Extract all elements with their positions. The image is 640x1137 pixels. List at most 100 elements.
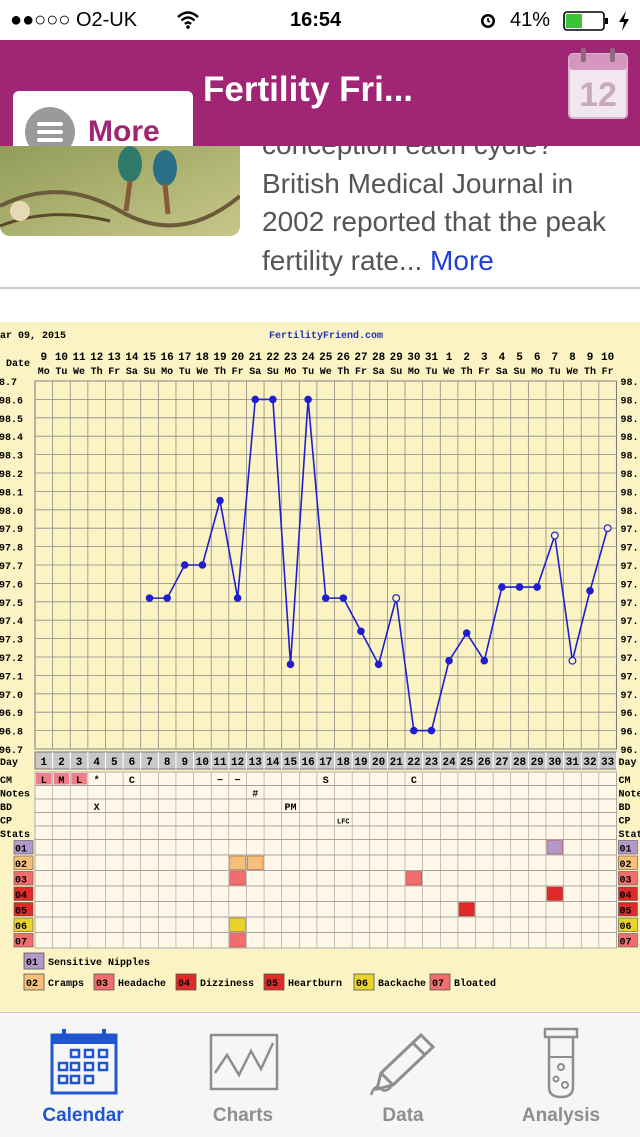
tab-data[interactable]: Data [323, 1013, 483, 1137]
temperature-point [550, 531, 559, 540]
article-line: British Medical Journal in [262, 167, 574, 199]
legend-swatch [429, 973, 451, 991]
stat-code-label: 05 [15, 907, 27, 918]
temperature-point [339, 594, 348, 602]
y-tick-label: 98.0 [0, 507, 23, 518]
date-label: 1 [446, 352, 453, 364]
bbt-chart[interactable]: ar 09, 2015 FertilityFriend.com Date 9 10 11 1… [0, 322, 640, 1012]
date-label: 30 [407, 352, 420, 364]
cell-cm: C [411, 776, 417, 787]
legend-label: Cramps [48, 979, 84, 990]
stat-code-swatch-right [618, 886, 638, 901]
legend-label: Bloated [454, 978, 496, 990]
temperature-point [445, 656, 453, 665]
legend-code: 01 [26, 958, 38, 969]
legend-code: 03 [96, 979, 108, 990]
tab-analysis[interactable]: Analysis [481, 1013, 640, 1137]
legend-swatch [23, 973, 45, 991]
calendar-today-button[interactable]: 12 [567, 46, 629, 122]
y-tick-label-right: 98. [620, 415, 638, 426]
date-label: 3 [481, 352, 488, 364]
y-tick-label-right: 97. [620, 636, 638, 647]
date-label: 26 [337, 352, 350, 364]
weekday-label: Mo [284, 367, 296, 378]
calendar-icon [50, 1029, 118, 1095]
wifi-icon [177, 11, 199, 29]
date-label: 24 [302, 352, 316, 364]
day-number: 31 [566, 757, 580, 769]
article-snippet[interactable]: conception each cycle? British Medical J… [0, 146, 640, 286]
stat-row [34, 901, 617, 918]
y-tick-label-right: 96. [620, 746, 638, 757]
temperature-point [603, 524, 612, 533]
weekday-label: Tu [55, 367, 67, 378]
stat-code-swatch-right [618, 933, 638, 948]
stat-row [34, 916, 617, 933]
date-label: 13 [108, 352, 122, 364]
legend-swatch [175, 973, 197, 991]
legend-label: Heartburn [288, 978, 342, 990]
date-label: 14 [125, 352, 139, 364]
stat-cell [229, 871, 246, 886]
battery-icon [563, 11, 608, 31]
cm-period-cell [71, 773, 87, 785]
stat-code-label-right: 04 [619, 891, 631, 902]
y-tick-label: 97.6 [0, 580, 23, 591]
y-tick-label-right: 97. [620, 580, 638, 591]
stat-code-swatch [13, 902, 34, 917]
date-label: 27 [354, 352, 367, 364]
calendar-day-icon [568, 48, 628, 119]
tab-calendar[interactable]: Calendar [3, 1013, 163, 1137]
stat-code-swatch [13, 871, 34, 886]
day-number: 19 [354, 757, 367, 769]
stat-code-label: 02 [15, 860, 27, 871]
date-label: 10 [55, 352, 68, 364]
day-number: 8 [164, 757, 171, 769]
day-number: 18 [337, 757, 351, 769]
cell-cm: L [41, 776, 47, 787]
date-label: 29 [390, 352, 403, 364]
day-number: 29 [531, 757, 544, 769]
more-link[interactable]: More [430, 244, 494, 276]
y-tick-label: 98.5 [0, 415, 23, 426]
chart-site-label: FertilityFriend.com [269, 330, 383, 342]
weekday-label: Fr [232, 367, 244, 378]
temperature-point [515, 583, 524, 591]
y-tick-label: 97.0 [0, 691, 23, 702]
temperature-point [427, 726, 436, 735]
temperature-point [586, 586, 594, 595]
y-tick-label: 8.7 [0, 378, 17, 389]
cm-period-cell [36, 773, 52, 785]
legend-swatch [263, 973, 285, 991]
date-label: 7 [551, 352, 558, 364]
legend-label: Headache [118, 978, 166, 990]
stat-cell [229, 855, 246, 870]
weekday-label: Tu [425, 367, 437, 378]
y-tick-label-right: 98. [620, 452, 638, 463]
alarm-icon [481, 14, 495, 28]
date-label: 28 [372, 352, 386, 364]
day-number: 2 [58, 757, 65, 769]
cell-cm: L [76, 776, 82, 787]
y-tick-label-right: 97. [620, 544, 638, 555]
day-number: 21 [390, 757, 404, 769]
row-label-bd: BD [0, 803, 12, 814]
temperature-point [392, 594, 401, 603]
day-number: 26 [478, 757, 491, 769]
day-number: 7 [146, 757, 153, 769]
y-tick-label: 98.2 [0, 470, 23, 481]
weekday-label: Su [390, 367, 402, 378]
more-label: More [88, 115, 160, 148]
weekday-label: Sa [249, 367, 261, 378]
stat-code-label: 01 [15, 845, 27, 856]
date-label: 9 [41, 352, 48, 364]
tab-charts[interactable]: Charts [163, 1013, 323, 1137]
date-label: 31 [425, 352, 439, 364]
temperature-point [304, 395, 312, 404]
stat-code-swatch-right [618, 917, 638, 932]
stat-code-swatch [13, 855, 34, 870]
weekday-label: Th [337, 366, 349, 378]
date-label: 20 [231, 352, 244, 364]
weekday-label: We [443, 367, 455, 378]
